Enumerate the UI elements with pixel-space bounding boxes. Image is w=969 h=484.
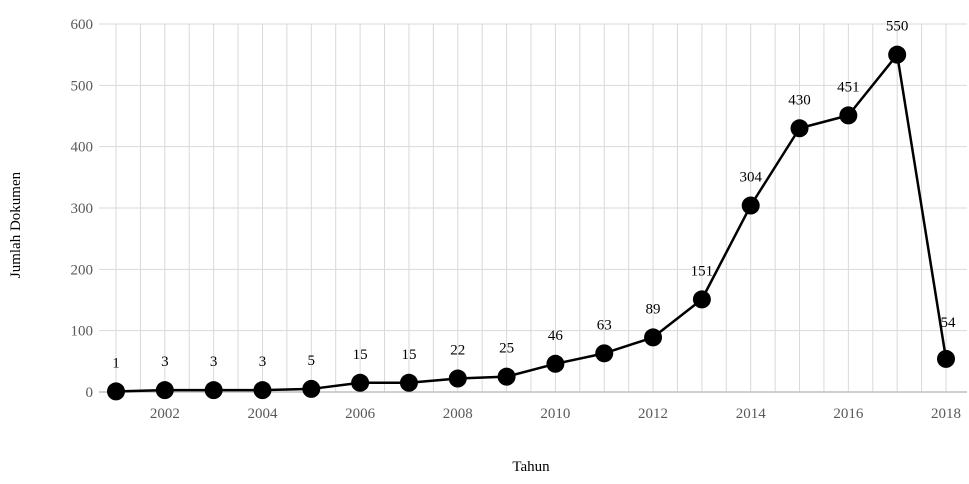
data-label: 89 [646, 301, 661, 317]
y-tick-label: 600 [71, 17, 94, 33]
data-label: 15 [401, 347, 416, 363]
data-point [351, 373, 370, 392]
data-labels: 1 3 3 3 5 15 15 22 25 46 63 89 151 304 430 451 550 54 [112, 19, 956, 372]
y-tick-label: 200 [71, 262, 94, 278]
x-tick-label: 2008 [443, 406, 473, 422]
data-point [155, 381, 174, 400]
y-axis-title: Jumlah Dokumen [8, 171, 24, 278]
data-point [399, 373, 418, 392]
data-point [253, 381, 272, 400]
y-tick-label: 400 [71, 140, 94, 156]
data-label: 22 [450, 343, 465, 359]
x-tick-label: 2006 [345, 406, 376, 422]
data-point [595, 344, 614, 363]
x-tick-label: 2002 [150, 406, 180, 422]
data-point [546, 354, 565, 373]
data-label: 151 [691, 263, 714, 279]
data-point [790, 119, 809, 138]
data-label: 3 [210, 354, 218, 370]
x-tick-label: 2010 [540, 406, 570, 422]
data-point [839, 106, 858, 125]
data-label: 25 [499, 341, 514, 357]
x-axis-title: Tahun [512, 459, 550, 475]
data-label: 63 [597, 317, 612, 333]
y-tick-label: 0 [86, 385, 94, 401]
data-label: 430 [788, 92, 811, 108]
data-label: 46 [548, 328, 564, 344]
data-label: 1 [112, 355, 120, 371]
data-point [497, 367, 516, 386]
data-label: 15 [353, 347, 368, 363]
series-line [107, 45, 955, 401]
y-tick-label: 100 [71, 324, 94, 340]
data-point [692, 290, 711, 309]
data-label: 3 [259, 354, 267, 370]
x-tick-label: 2004 [247, 406, 278, 422]
x-tick-label: 2018 [931, 406, 961, 422]
x-tick-label: 2014 [736, 406, 767, 422]
data-label: 451 [837, 79, 860, 95]
data-point [644, 328, 663, 347]
data-label: 550 [886, 19, 909, 35]
data-point [107, 382, 125, 401]
data-label: 304 [739, 170, 762, 186]
data-point [448, 369, 467, 388]
y-tick-label: 300 [71, 201, 94, 217]
y-tick-label: 500 [71, 78, 94, 94]
data-label: 54 [941, 315, 957, 331]
x-tick-label: 2012 [638, 406, 668, 422]
data-point [741, 196, 760, 215]
data-point [302, 379, 321, 398]
data-label: 5 [308, 353, 316, 369]
data-point [937, 349, 955, 368]
x-tick-label: 2016 [833, 406, 864, 422]
data-point [888, 45, 907, 64]
data-point [204, 381, 223, 400]
data-label: 3 [161, 354, 169, 370]
axes: 0 100 200 300 400 500 600 2002 2004 2006 2008 2010 2… [71, 17, 967, 422]
